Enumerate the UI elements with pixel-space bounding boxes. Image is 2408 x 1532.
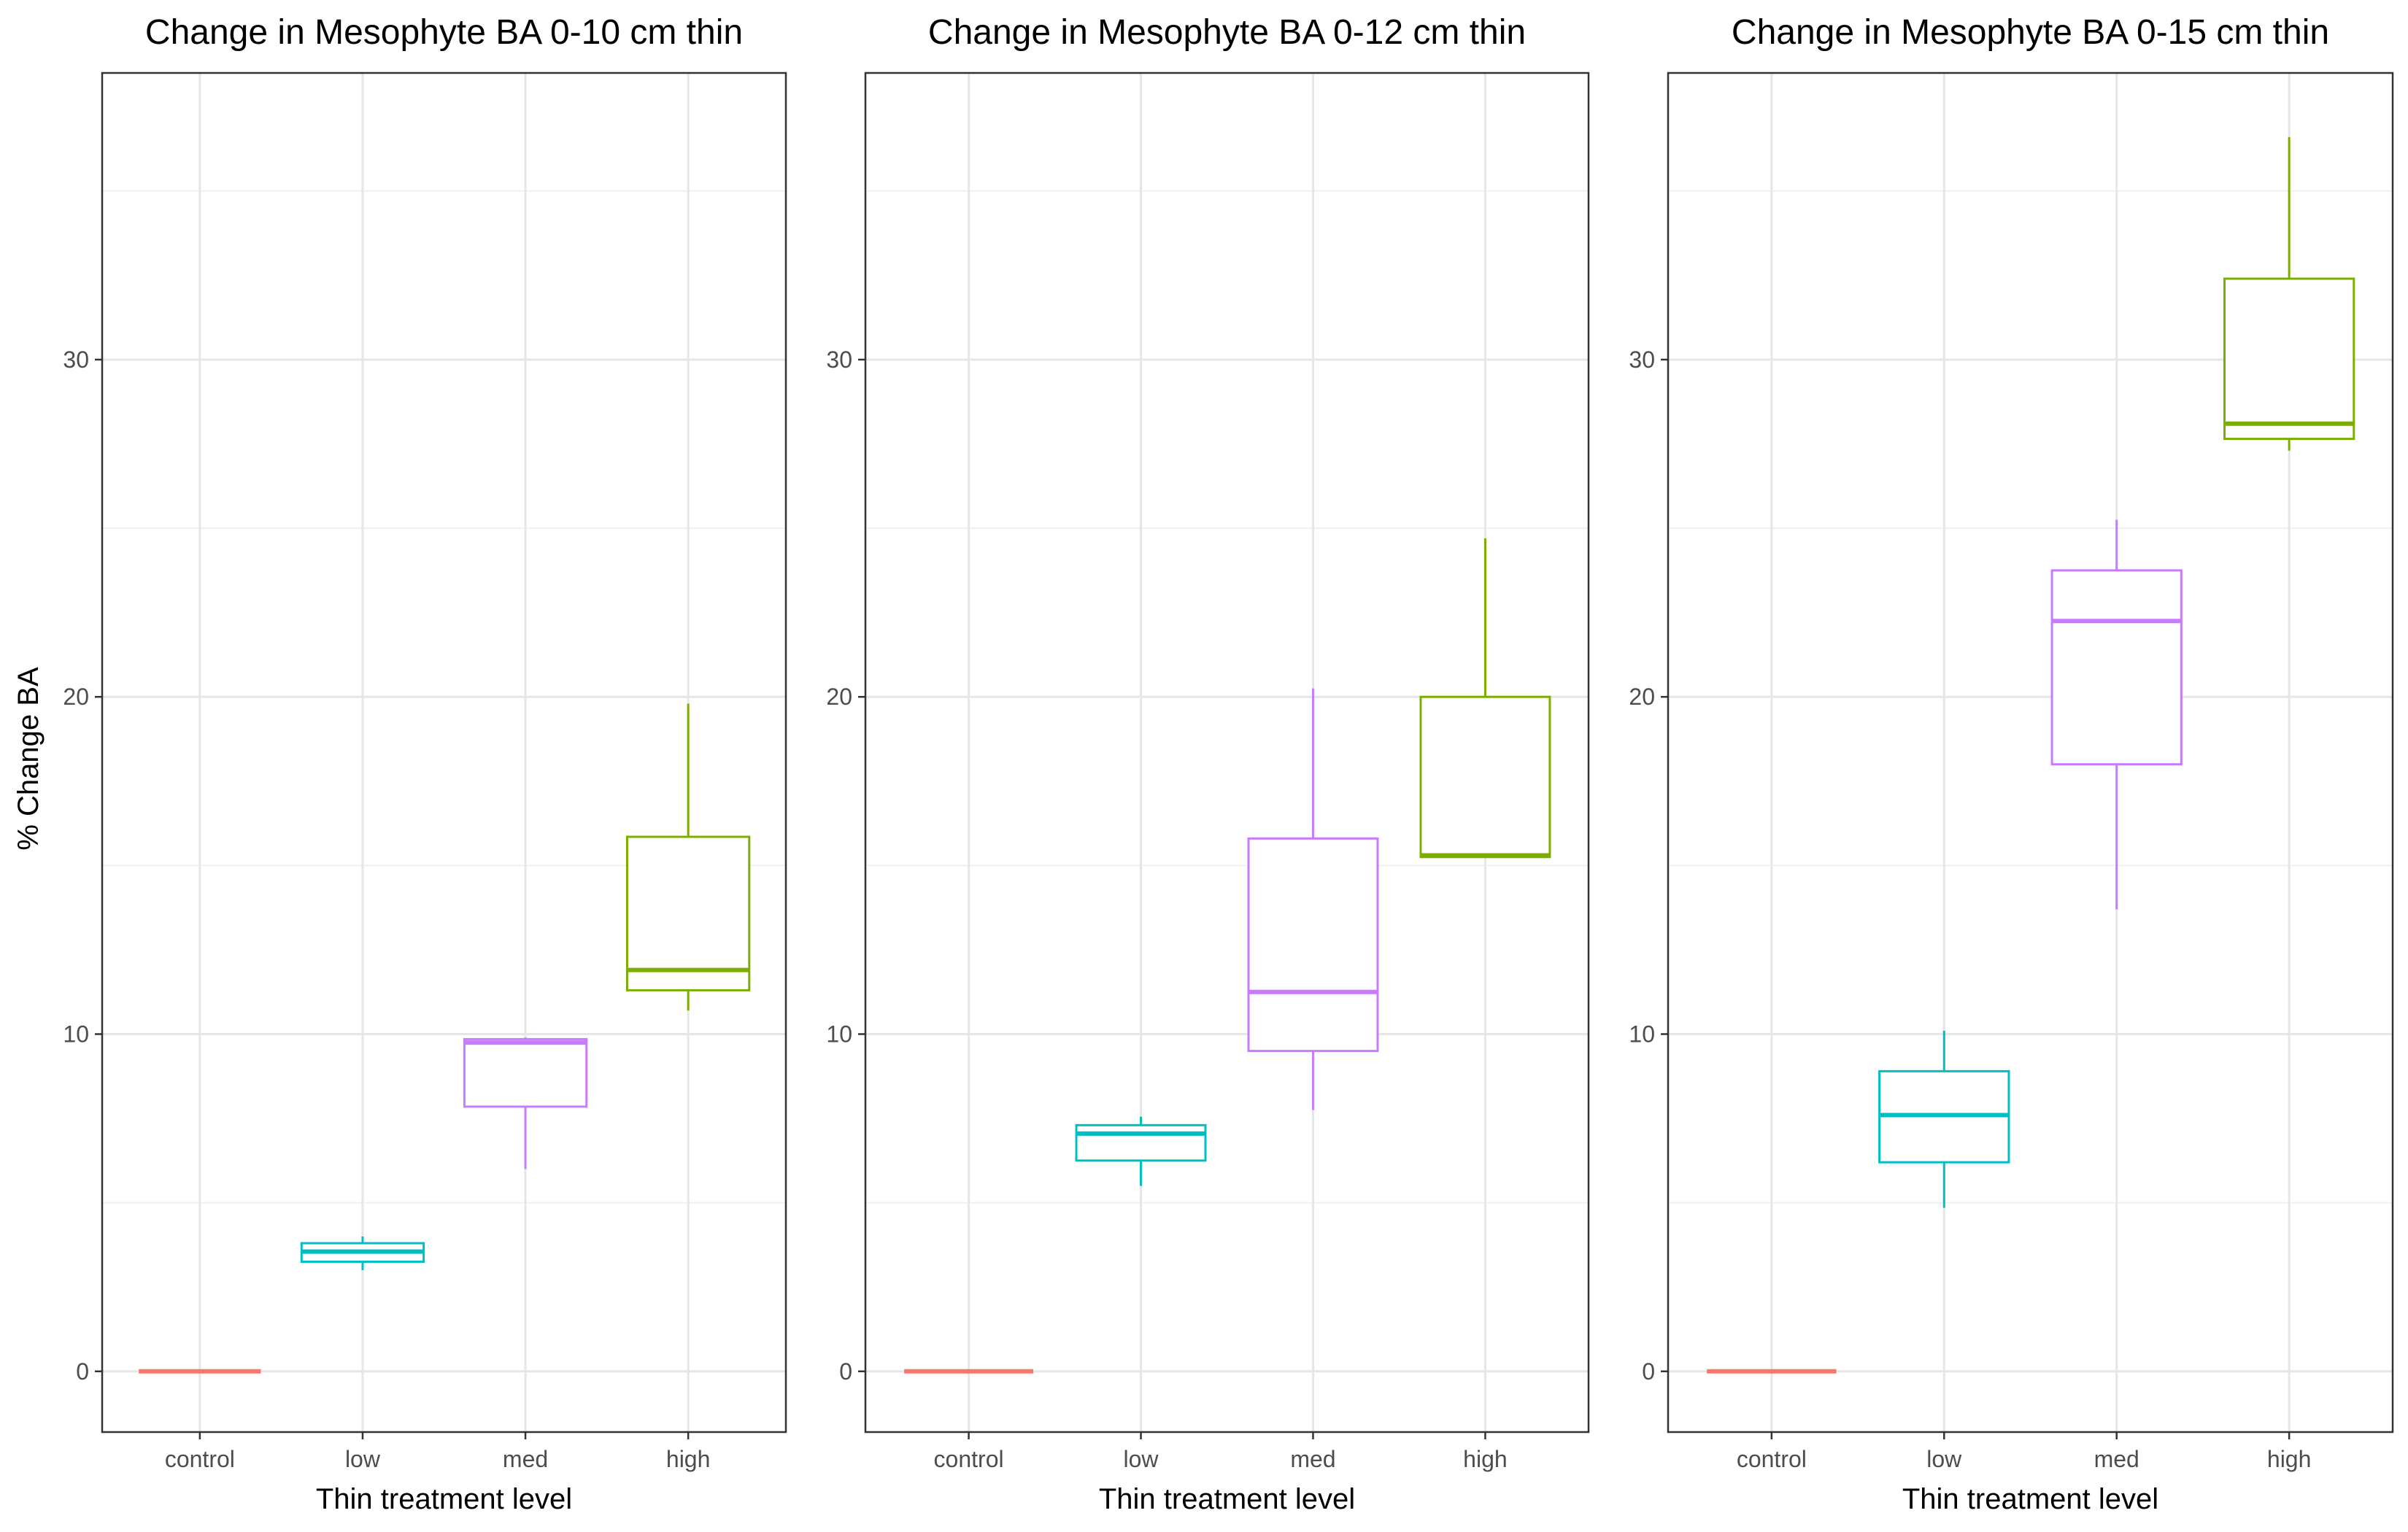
box-iqr-rect	[463, 1037, 588, 1108]
y-axis-title: % Change BA	[12, 667, 45, 851]
x-tick-label: med	[2094, 1446, 2139, 1472]
panels-container: 0 10 20 30 control low med high Change in Mesoph…	[63, 13, 2394, 1515]
box-high	[2223, 136, 2355, 451]
box-iqr-rect	[2223, 277, 2355, 441]
y-tick-label: 20	[63, 684, 89, 710]
y-tick-label: 0	[76, 1358, 89, 1385]
box-iqr-rect	[2050, 569, 2183, 766]
y-tick-label: 30	[1629, 347, 1655, 373]
x-tick-label: low	[1124, 1446, 1159, 1472]
box-med	[463, 1037, 588, 1169]
plot-background	[1668, 73, 2393, 1432]
panel-1: 0 10 20 30 control low med high Change in Mesoph…	[63, 13, 787, 1515]
panel-title: Change in Mesophyte BA 0-15 cm thin	[1732, 13, 2329, 52]
y-tick-label: 10	[826, 1021, 852, 1048]
y-tick-label: 0	[839, 1358, 852, 1385]
y-tick-label: 10	[1629, 1021, 1655, 1048]
x-tick-label: low	[345, 1446, 381, 1472]
box-low	[300, 1236, 425, 1271]
x-tick-label: control	[934, 1446, 1004, 1472]
panel-border	[101, 71, 787, 1434]
x-tick-label: high	[1463, 1446, 1508, 1472]
x-tick-label: med	[1290, 1446, 1335, 1472]
y-tick-label: 20	[1629, 684, 1655, 710]
y-tick-label: 20	[826, 684, 852, 710]
box-high	[1419, 538, 1551, 859]
x-tick-label: control	[165, 1446, 235, 1472]
y-tick-label: 10	[63, 1021, 89, 1048]
x-axis-title: Thin treatment level	[316, 1483, 572, 1515]
box-med	[1247, 688, 1379, 1110]
x-tick-label: high	[666, 1446, 711, 1472]
x-axis-title: Thin treatment level	[1099, 1483, 1355, 1515]
panel-border	[864, 71, 1590, 1434]
box-low	[1075, 1116, 1207, 1186]
box-iqr-rect	[1419, 695, 1551, 859]
box-iqr-rect	[1075, 1123, 1207, 1162]
x-tick-label: low	[1926, 1446, 1962, 1472]
panel-3: 0 10 20 30 control low med high Change in Mesoph…	[1629, 13, 2394, 1515]
x-tick-label: control	[1737, 1446, 1807, 1472]
panel-title: Change in Mesophyte BA 0-10 cm thin	[145, 13, 743, 52]
box-med	[2050, 519, 2183, 910]
x-tick-label: med	[503, 1446, 548, 1472]
panel-title: Change in Mesophyte BA 0-12 cm thin	[928, 13, 1526, 52]
box-iqr-rect	[1247, 837, 1379, 1053]
box-low	[1878, 1030, 2010, 1208]
panel-2: 0 10 20 30 control low med high Change in Mesoph…	[826, 13, 1590, 1515]
box-iqr-rect	[625, 835, 751, 991]
panel-border	[1667, 71, 2394, 1434]
y-tick-label: 30	[63, 347, 89, 373]
plot-background	[102, 73, 786, 1432]
box-high	[625, 703, 751, 1011]
y-tick-label: 30	[826, 347, 852, 373]
x-axis-title: Thin treatment level	[1902, 1483, 2158, 1515]
y-tick-label: 0	[1642, 1358, 1655, 1385]
x-tick-label: high	[2267, 1446, 2312, 1472]
